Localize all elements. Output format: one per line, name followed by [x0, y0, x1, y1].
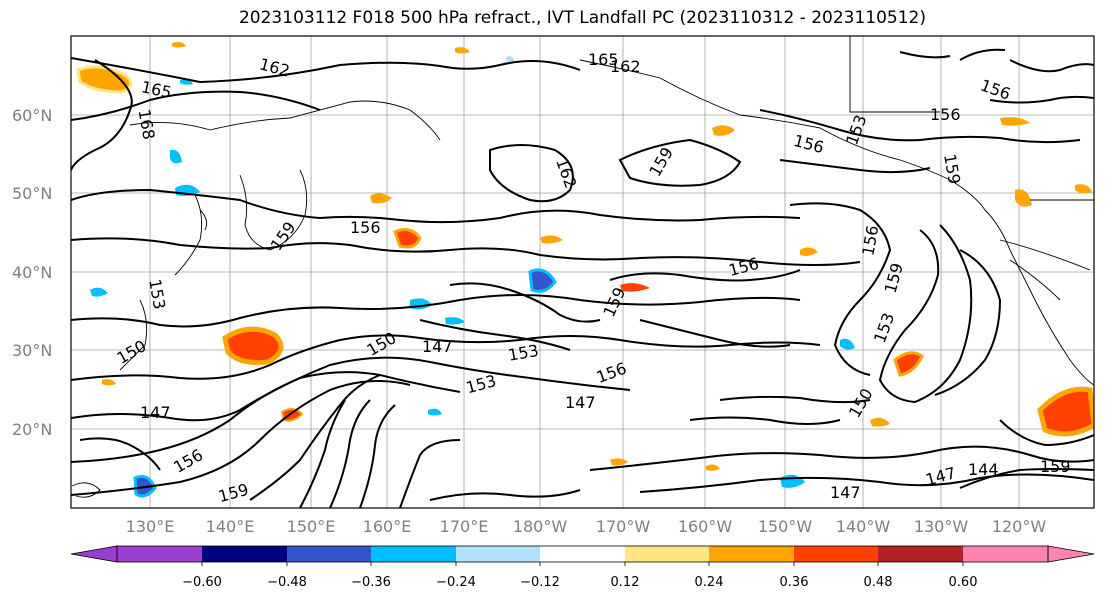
colorbar-tick-label: 0.60: [949, 575, 978, 590]
contour-label: 147: [140, 403, 171, 422]
contour-label: 147: [565, 393, 596, 412]
longitude-labels: 130°E 140°E 150°E 160°E 170°E 180°W 170°…: [126, 517, 1047, 536]
contour-label: 144: [968, 460, 999, 479]
colorbar-tick-label: −0.60: [182, 575, 222, 590]
colorbar-extend-low: [70, 545, 118, 563]
colorbar-extend-high: [1047, 545, 1095, 563]
coastlines: [71, 36, 1094, 498]
lat-label: 40°N: [12, 263, 52, 282]
contour-label: 156: [930, 105, 961, 124]
colorbar-segment: [794, 546, 878, 562]
lon-label: 150°W: [758, 517, 813, 536]
contour-label: 165: [588, 50, 619, 69]
lon-label: 130°E: [126, 517, 175, 536]
colorbar-segment: [117, 546, 202, 562]
colorbar-segment: [371, 546, 456, 562]
contour-lines: [71, 48, 1094, 508]
lon-label: 170°E: [440, 517, 489, 536]
contour-label: 162: [610, 57, 641, 76]
lon-label: 140°E: [206, 517, 255, 536]
contour-labels: 162 165 168 165 162 162 159 156 156 153 …: [114, 50, 1071, 506]
contour-label: 147: [422, 337, 453, 356]
lon-label: 160°E: [363, 517, 412, 536]
lat-label: 30°N: [12, 341, 52, 360]
colorbar-tick-label: 0.12: [611, 575, 640, 590]
lon-label: 130°W: [914, 517, 969, 536]
colorbar-tick-label: −0.24: [436, 575, 476, 590]
colorbar-ticks: −0.60 −0.48 −0.36 −0.24 −0.12 0.12 0.24 …: [182, 575, 977, 590]
colorbar-tick-label: −0.48: [267, 575, 307, 590]
colorbar-tick-label: −0.36: [351, 575, 391, 590]
colorbar-outline: [116, 545, 1049, 563]
gridlines: [71, 36, 1094, 508]
contour-label: 159: [1040, 457, 1071, 476]
colorbar-tick-label: 0.48: [864, 575, 893, 590]
colorbar-segment: [540, 546, 625, 562]
colorbar-tick-label: −0.12: [520, 575, 560, 590]
lon-label: 180°W: [513, 517, 568, 536]
lon-label: 140°W: [836, 517, 891, 536]
contour-label: 156: [350, 218, 381, 237]
colorbar-segment: [963, 546, 1048, 562]
colorbar-segment: [709, 546, 794, 562]
positive-anomaly-patches: [76, 42, 1094, 471]
lat-label: 60°N: [12, 106, 52, 125]
colorbar-segment: [202, 546, 287, 562]
contour-label: 147: [830, 483, 861, 502]
colorbar-tick-label: 0.36: [780, 575, 809, 590]
colorbar-tick-label: 0.24: [695, 575, 724, 590]
colorbar-segment: [878, 546, 963, 562]
colorbar: [70, 545, 1095, 566]
lat-label: 50°N: [12, 184, 52, 203]
lon-label: 160°W: [678, 517, 733, 536]
map-title: 2023103112 F018 500 hPa refract., IVT La…: [238, 8, 926, 28]
lon-label: 150°E: [287, 517, 336, 536]
lat-label: 20°N: [12, 420, 52, 439]
latitude-labels: 20°N 30°N 40°N 50°N 60°N: [12, 106, 52, 439]
lon-label: 170°W: [596, 517, 651, 536]
colorbar-segment: [625, 546, 709, 562]
map-frame: [70, 35, 1095, 509]
colorbar-segment: [287, 546, 371, 562]
lon-label: 120°W: [992, 517, 1047, 536]
colorbar-segment: [456, 546, 540, 562]
